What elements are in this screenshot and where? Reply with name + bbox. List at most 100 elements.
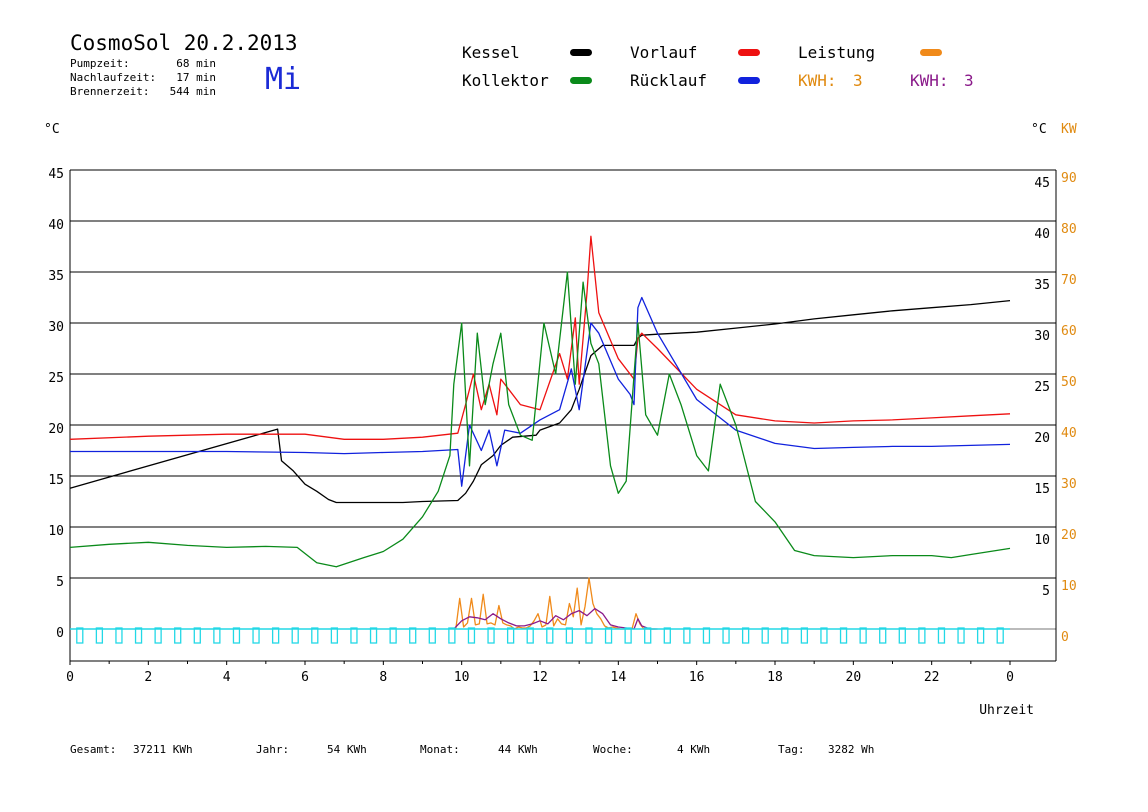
legend-vorlauf-label: Vorlauf [630, 43, 697, 62]
chart-title: CosmoSol 20.2.2013 [70, 31, 298, 55]
weekday-label: Mi [265, 62, 301, 97]
stat-brenner-label: Brennerzeit: [70, 85, 149, 98]
x-tick-label-3: 6 [301, 670, 309, 685]
y2-tick-label-80: 80 [1061, 222, 1077, 237]
x-tick-label-9: 18 [767, 670, 783, 685]
y-tick-label-15: 15 [48, 473, 64, 488]
x-tick-label-10: 20 [846, 670, 862, 685]
legend-ruecklauf-label: Rücklauf [630, 71, 707, 90]
y-right-tick-label-40: 40 [1034, 227, 1050, 242]
pump-marker-21 [487, 627, 495, 644]
y2-tick-label-40: 40 [1061, 426, 1077, 441]
tick-labels: 0 2 4 6 8 10 12 14 16 18 20 22 005101520253035404551… [48, 167, 1076, 685]
pump-marker-0 [76, 627, 84, 644]
pump-marker-16 [389, 627, 397, 644]
pump-marker-46 [976, 627, 985, 644]
y-right-tick-label-20: 20 [1034, 431, 1050, 446]
pump-marker-7 [213, 627, 221, 644]
left-axis-unit: °C [44, 122, 60, 137]
footer-tag-value: 3282 Wh [828, 743, 874, 756]
x-tick-label-12: 0 [1006, 670, 1014, 685]
series-vorlauf [69, 235, 1011, 440]
pump-marker-35 [761, 627, 769, 644]
pump-marker-38 [820, 627, 828, 644]
legend-kollektor-label: Kollektor [462, 71, 549, 90]
x-tick-label-1: 2 [144, 670, 152, 685]
pump-marker-23 [526, 627, 534, 644]
x-tick-label-5: 10 [454, 670, 470, 685]
x-tick-label-7: 14 [611, 670, 627, 685]
pump-marker-6 [193, 627, 201, 644]
y-tick-label-0: 0 [56, 626, 64, 641]
y2-tick-label-50: 50 [1061, 375, 1077, 390]
footer-woche-label: Woche: [593, 743, 633, 756]
legend-leistung-label: Leistung [798, 43, 875, 62]
pump-marker-20 [467, 627, 476, 644]
pump-marker-36 [781, 627, 789, 644]
y2-tick-label-10: 10 [1061, 579, 1077, 594]
y-tick-label-35: 35 [48, 269, 64, 284]
pump-marker-26 [585, 627, 593, 644]
pump-markers [70, 627, 1010, 644]
series-leistung [453, 577, 656, 630]
pump-marker-5 [174, 627, 182, 644]
pump-marker-24 [546, 627, 554, 644]
pump-marker-9 [252, 627, 260, 644]
pump-marker-22 [506, 627, 515, 644]
pump-marker-17 [409, 627, 417, 644]
series-kollektor [69, 271, 1011, 568]
pump-marker-39 [839, 627, 848, 644]
legend-ruecklauf-swatch [738, 77, 760, 84]
x-axis-label: Uhrzeit [979, 703, 1034, 718]
y-right-tick-label-35: 35 [1034, 278, 1050, 293]
x-tick-label-6: 12 [532, 670, 548, 685]
pump-marker-28 [624, 627, 632, 644]
pump-marker-11 [291, 627, 299, 644]
x-tick-label-4: 8 [379, 670, 387, 685]
pump-marker-29 [644, 627, 652, 644]
pump-marker-33 [722, 627, 730, 644]
stat-nachlauf-value: 17 min [176, 71, 216, 84]
legend: Kessel Vorlauf Leistung Kollektor Rückla… [462, 43, 974, 90]
y2-tick-label-70: 70 [1061, 273, 1077, 288]
y-tick-label-5: 5 [56, 575, 64, 590]
pump-marker-45 [957, 627, 965, 644]
x-tick-label-2: 4 [223, 670, 231, 685]
kwh-purple-value: 3 [964, 71, 974, 90]
footer-woche-value: 4 KWh [677, 743, 710, 756]
pump-marker-12 [311, 627, 319, 644]
pump-marker-4 [154, 627, 162, 644]
y2-tick-label-30: 30 [1061, 477, 1077, 492]
pump-marker-34 [741, 627, 750, 644]
pump-marker-13 [330, 627, 339, 644]
footer-gesamt-label: Gesamt: [70, 743, 116, 756]
pump-marker-30 [663, 627, 671, 644]
pump-marker-14 [350, 627, 358, 644]
series-ruecklauf [70, 296, 1011, 487]
y-tick-label-25: 25 [48, 371, 64, 386]
x-tick-label-8: 16 [689, 670, 705, 685]
kwh-purple-label: KWH: [910, 71, 949, 90]
pump-marker-40 [859, 627, 867, 644]
x-tick-label-11: 22 [924, 670, 940, 685]
x-tick-label-0: 0 [66, 670, 74, 685]
stat-brenner-value: 544 min [170, 85, 216, 98]
y2-tick-label-0: 0 [1061, 630, 1069, 645]
series-kessel [69, 299, 1011, 504]
y-tick-label-45: 45 [48, 167, 64, 182]
pump-marker-27 [604, 627, 613, 644]
footer-jahr-label: Jahr: [256, 743, 289, 756]
footer-monat-value: 44 KWh [498, 743, 538, 756]
y-tick-label-40: 40 [48, 218, 64, 233]
pump-marker-2 [115, 627, 123, 644]
stat-pump-value: 68 min [176, 57, 216, 70]
pump-marker-19 [448, 627, 456, 644]
y-right-tick-label-10: 10 [1034, 533, 1050, 548]
right-axis-kw-unit: KW [1061, 122, 1077, 137]
kwh-orange-label: KWH: [798, 71, 837, 90]
pump-marker-31 [683, 627, 691, 644]
y2-tick-label-90: 90 [1061, 171, 1077, 186]
y-right-tick-label-25: 25 [1034, 380, 1050, 395]
plot-frame [69, 170, 1057, 665]
